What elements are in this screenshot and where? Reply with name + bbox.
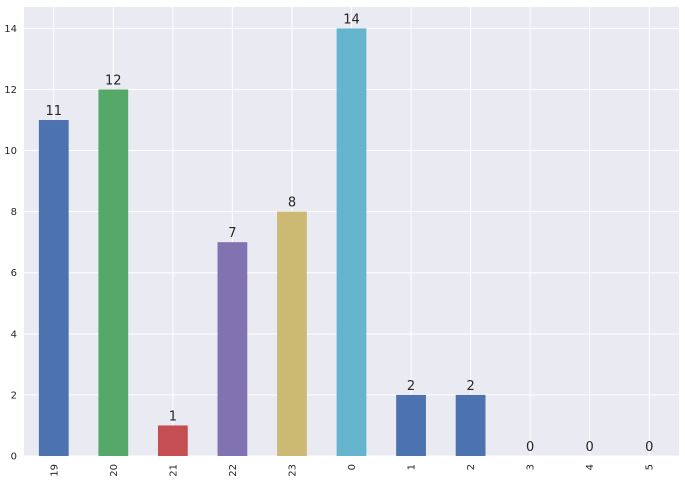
data-label: 0 <box>586 440 594 455</box>
x-tick-label: 19 <box>49 464 60 477</box>
y-tick-label: 8 <box>11 207 17 218</box>
data-label: 12 <box>105 73 122 88</box>
bars <box>38 28 486 457</box>
data-label: 14 <box>343 12 360 27</box>
x-tick-label: 22 <box>228 464 239 477</box>
bar <box>396 394 426 456</box>
data-label: 8 <box>288 196 296 211</box>
x-tick-label: 4 <box>585 464 596 470</box>
x-tick-label: 20 <box>109 464 120 477</box>
bar <box>455 394 486 456</box>
x-tick-label: 23 <box>287 464 298 477</box>
data-label: 0 <box>645 440 653 455</box>
x-tick-label: 5 <box>645 464 656 470</box>
y-tick-labels: 0 2 4 6 8 10 12 14 <box>4 24 17 463</box>
data-label: 11 <box>45 104 62 119</box>
data-label: 2 <box>466 379 474 394</box>
bar <box>336 28 367 457</box>
y-tick-label: 6 <box>11 268 17 279</box>
y-tick-label: 10 <box>4 146 17 157</box>
bar <box>217 242 248 456</box>
bar <box>277 211 307 456</box>
data-label: 2 <box>407 379 415 394</box>
data-label: 0 <box>526 440 534 455</box>
data-labels: 11 12 1 7 8 14 2 2 0 0 0 <box>45 12 653 455</box>
bar <box>98 89 129 456</box>
x-tick-label: 0 <box>347 464 358 470</box>
bar <box>157 425 188 456</box>
x-tick-labels: 19 20 21 22 23 0 1 2 3 4 5 <box>49 464 655 477</box>
bar <box>38 120 69 456</box>
y-tick-label: 4 <box>11 329 17 340</box>
y-tick-label: 14 <box>4 24 17 35</box>
data-label: 7 <box>228 226 236 241</box>
data-label: 1 <box>169 409 177 424</box>
y-tick-label: 12 <box>4 85 17 96</box>
x-tick-label: 2 <box>466 464 477 470</box>
x-tick-label: 21 <box>168 464 179 477</box>
y-tick-label: 0 <box>11 452 17 463</box>
x-tick-label: 1 <box>407 464 418 470</box>
y-tick-label: 2 <box>11 390 17 401</box>
x-tick-label: 3 <box>526 464 537 470</box>
